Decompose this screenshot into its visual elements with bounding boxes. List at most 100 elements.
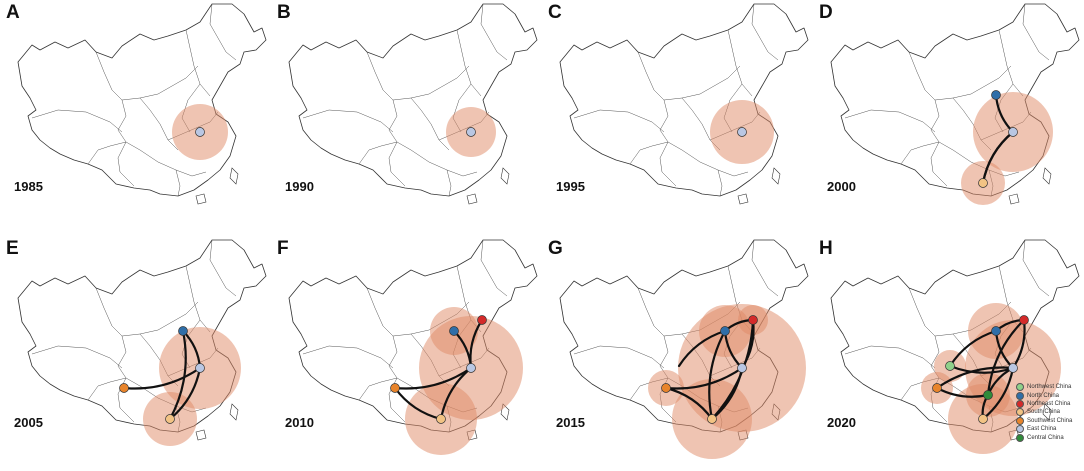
island-outline [1008,193,1020,205]
flow-link [393,366,473,390]
province-border [1022,239,1050,297]
province-border [699,65,741,95]
province-border [637,287,701,337]
province-border [900,141,940,165]
island-outline [771,167,781,185]
province-border [410,97,450,151]
province-border [573,109,665,133]
island-outline [229,403,239,421]
province-border [573,345,665,369]
country-outline [559,3,809,197]
legend-label: East China [1027,426,1057,433]
province-border [366,51,430,101]
panel-year: 1990 [285,179,314,194]
flow-link [677,329,727,368]
province-border [727,29,753,97]
province-border [930,99,954,151]
flow-link [935,366,1015,390]
island-outline [229,167,239,185]
region-node [466,363,476,373]
country-outline [17,3,267,197]
island-outline [195,429,207,441]
island-outline [1042,167,1052,185]
region-node [1008,127,1018,137]
region-node [195,127,205,137]
flow-link [708,329,727,421]
flow-link [168,329,187,421]
province-border [970,65,1012,95]
province-border [139,97,179,151]
province-border [358,377,398,401]
province-border [117,335,141,387]
panel-letter: A [6,2,20,23]
legend-label: South China [1027,409,1061,416]
region-node [707,414,717,424]
china-region-map [559,3,809,205]
legend-label: Southwest China [1027,417,1073,424]
flow-link [122,366,202,390]
province-border [1022,3,1050,61]
region-node [449,326,459,336]
panel-letter: F [277,238,289,259]
map-panel-a: A 1985 [0,0,271,235]
panel-year: 2000 [827,179,856,194]
map-panel-e: E 2005 [0,236,271,471]
panel-letter: B [277,2,291,23]
china-region-map [17,239,267,446]
province-border [637,51,701,101]
map-panel-b: B 1990 [271,0,542,235]
province-border [185,29,211,97]
island-outline [466,193,478,205]
panel-letter: H [819,238,833,259]
province-border [117,99,141,151]
china-region-map [288,239,538,455]
province-border [117,141,135,187]
china-region-map [830,3,1080,205]
map-panel-f: F 2010 [271,236,542,471]
flow-link [393,386,443,421]
province-border [446,169,452,197]
region-node [720,326,730,336]
legend-item: Northeast China [1016,399,1082,408]
province-border [844,109,936,133]
legend-label: Northeast China [1027,400,1071,407]
province-border [629,141,669,165]
province-border [31,345,123,369]
panel-year: 2010 [285,415,314,430]
legend-swatch [1016,425,1024,434]
legend-swatch [1016,383,1024,392]
panel-year: 1995 [556,179,585,194]
region-node [748,315,758,325]
province-border [659,99,683,151]
region-node [932,383,942,393]
china-region-map [830,239,1080,454]
flow-link [664,386,714,421]
region-node [477,315,487,325]
province-border [366,287,430,337]
province-border [480,3,508,61]
region-node [978,414,988,424]
map-panel-h: H 2020 [813,236,1084,471]
region-node [119,383,129,393]
map-panel-g: G 2015 [542,236,813,471]
region-node [165,414,175,424]
province-border [659,141,677,187]
flow-link [664,366,744,390]
province-border [717,169,723,197]
province-border [95,287,159,337]
legend-label: Central China [1027,434,1064,441]
legend-swatch [1016,416,1024,425]
panel-year: 2015 [556,415,585,430]
province-border [302,109,394,133]
panel-letter: C [548,2,562,23]
legend-swatch [1016,399,1024,408]
island-outline [500,403,510,421]
province-border [95,51,159,101]
province-border [908,51,972,101]
legend-item: Northwest China [1016,383,1082,392]
region-node [978,178,988,188]
panel-year: 1985 [14,179,43,194]
region-node [1019,315,1029,325]
region-node [737,363,747,373]
country-outline [288,3,538,197]
